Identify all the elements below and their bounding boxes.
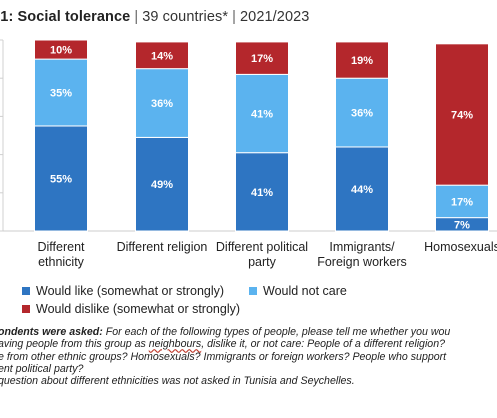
data-label: 7% (454, 219, 470, 231)
x-tick-label: Immigrants/Foreign workers (307, 240, 417, 270)
data-label: 17% (451, 196, 473, 208)
title-years: 2021/2023 (240, 9, 310, 25)
note-line: e from other ethnic groups? Homosexuals?… (0, 350, 447, 363)
data-label: 74% (451, 109, 473, 121)
note-label: ondents were asked: (0, 326, 103, 338)
note-line: question about different ethnicities was… (0, 375, 355, 388)
title-separator: | (232, 9, 237, 25)
data-label: 41% (251, 109, 273, 121)
x-tick-label: Different political party (207, 240, 317, 270)
bar-segment (235, 73, 289, 154)
legend-label: Would not care (263, 284, 347, 298)
data-label: 36% (351, 108, 373, 120)
note-line: ent political party? (0, 362, 84, 375)
x-tick-label-line: Different (37, 240, 85, 254)
bar-segment (235, 41, 289, 75)
data-label: 49% (151, 179, 173, 191)
note-line: neighbours (148, 338, 202, 351)
methodology-note: ondents were asked: For each of the foll… (0, 326, 497, 387)
data-label: 41% (251, 187, 273, 199)
x-tick-label-line: Foreign workers (317, 255, 407, 269)
x-tick-label-line: Different religion (116, 240, 208, 254)
bar-segment (335, 41, 389, 79)
note-line: aving people from this group as (0, 338, 149, 351)
title-separator: | (134, 9, 139, 25)
data-label: 17% (251, 53, 273, 65)
data-label: 35% (50, 88, 72, 100)
legend-label: Would like (somewhat or strongly) (36, 284, 225, 298)
bar-segment (335, 77, 389, 148)
bar-segment (135, 136, 189, 232)
x-tick-label-line: Different political (215, 240, 309, 254)
legend-swatch (22, 287, 30, 295)
bar-segment (235, 152, 289, 232)
x-tick-label-line: Homosexuals (424, 240, 497, 254)
data-label: 10% (50, 45, 72, 57)
x-tick-label-line: Immigrants/ (329, 240, 395, 254)
bar-segment (435, 43, 489, 186)
note-line: , dislike it, or not care: People of a d… (201, 338, 445, 351)
data-label: 14% (151, 50, 173, 62)
bar-segment (135, 41, 189, 70)
legend-swatch (249, 287, 257, 295)
title-main: e 1: Social tolerance (0, 9, 131, 25)
note-line: For each of the following types of peopl… (105, 326, 451, 338)
data-label: 55% (50, 173, 72, 185)
legend-swatch (22, 305, 30, 313)
legend-label: Would dislike (somewhat or strongly) (36, 302, 241, 316)
x-tick-label-line: party (248, 255, 276, 269)
title-countries: 39 countries* (142, 9, 229, 25)
legend-item-would-dislike: Would dislike (somewhat or strongly) (22, 302, 240, 316)
bar-segment (34, 39, 88, 60)
data-label: 19% (351, 55, 373, 67)
x-tick-label: Homosexuals (407, 240, 497, 255)
legend-item-would-not-care: Would not care (249, 284, 347, 298)
data-label: 36% (151, 98, 173, 110)
x-tick-label: Different ethnicity (6, 240, 116, 270)
x-tick-label: Different religion (107, 240, 217, 255)
bar-segment (335, 146, 389, 232)
legend-item-would-like: Would like (somewhat or strongly) (22, 284, 224, 298)
data-label: 44% (351, 184, 373, 196)
chart-title: e 1: Social tolerance | 39 countries* | 2021… (0, 9, 309, 25)
x-tick-label-line: ethnicity (38, 255, 84, 269)
stacked-bar-chart: 55% 35% 10% 49% 36% 14% 41% 41% 17% 44% 36% 19% 7% 17… (0, 39, 497, 232)
